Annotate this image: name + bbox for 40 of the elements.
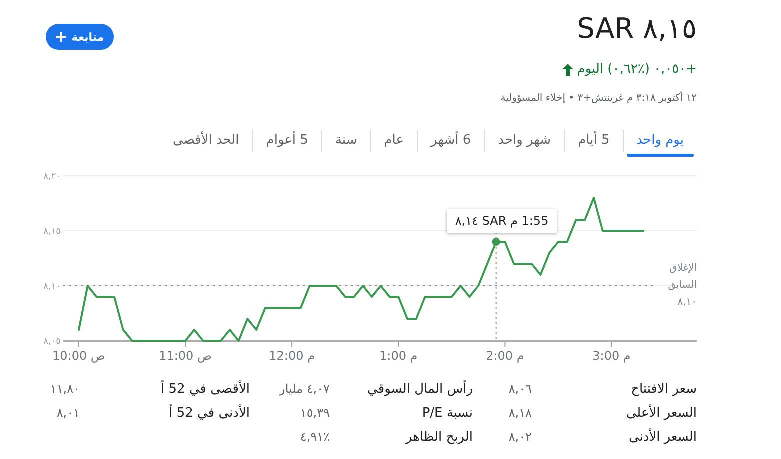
text: شهر واحد bbox=[485, 130, 566, 152]
text: 5 أيام bbox=[565, 130, 624, 152]
text: الأدنى في 52 أ bbox=[169, 406, 250, 421]
text: نسبة P/E bbox=[422, 406, 473, 421]
text: ١٢ أكتوبر ٣:١٨ م غرينتش+٣ • إخلاء المسؤولية bbox=[500, 93, 697, 104]
text: 6 أشهر bbox=[418, 130, 486, 152]
text: السعر الأدنى bbox=[628, 430, 697, 445]
text: ٤,٠٧ مليار bbox=[280, 382, 330, 396]
text: ٨,٠٦ bbox=[508, 382, 532, 396]
x-tick-label: 10:00 ص bbox=[52, 349, 106, 363]
y-tick-label: ٨,٢٠ bbox=[44, 172, 61, 182]
text: السعر الأعلى bbox=[626, 406, 697, 421]
text: +٠,٠٥٠ (٪٠,٦٢) اليوم bbox=[577, 62, 697, 77]
text: ٪٤,٩١ bbox=[300, 430, 330, 444]
x-tick-label: 1:00 م bbox=[380, 349, 418, 363]
x-tick-label: 12:00 م bbox=[269, 349, 316, 363]
x-tick-label: 11:00 ص bbox=[159, 349, 212, 363]
y-tick-label: ٨,٠٥ bbox=[44, 337, 62, 347]
x-tick-label: 3:00 م bbox=[592, 349, 631, 363]
text: عام bbox=[371, 130, 418, 152]
text: متابعة bbox=[72, 30, 104, 44]
text: ٨,٠١ bbox=[56, 406, 80, 420]
text: ٨,٠٢ bbox=[508, 430, 532, 444]
text: ١١,٨٠ bbox=[50, 382, 80, 396]
text: الحد الأقصى bbox=[160, 130, 254, 152]
text: ١٥,٣٩ bbox=[300, 406, 330, 420]
ref-line-label: الإغلاق السابق ٨,١٠ bbox=[667, 262, 697, 310]
x-tick-label: 2:00 م bbox=[486, 349, 524, 363]
y-tick-label: ٨,١٥ bbox=[44, 227, 62, 237]
text: الأقصى في 52 أ bbox=[161, 382, 250, 397]
text: الربح الظاهر bbox=[406, 430, 473, 445]
y-tick-label: ٨,١٠ bbox=[44, 282, 61, 292]
text: 5 أعوام bbox=[253, 130, 322, 152]
text: ٨,١٥ SAR bbox=[577, 12, 697, 45]
annotation: 1:55 م SAR ٨,١٤ bbox=[447, 209, 557, 233]
text: يوم واحد bbox=[636, 132, 685, 150]
text: رأس المال السوقي bbox=[368, 382, 473, 397]
text: ٨,١٨ bbox=[508, 406, 532, 420]
text: سنة bbox=[322, 130, 372, 152]
text: سعر الافتتاح bbox=[631, 382, 697, 397]
